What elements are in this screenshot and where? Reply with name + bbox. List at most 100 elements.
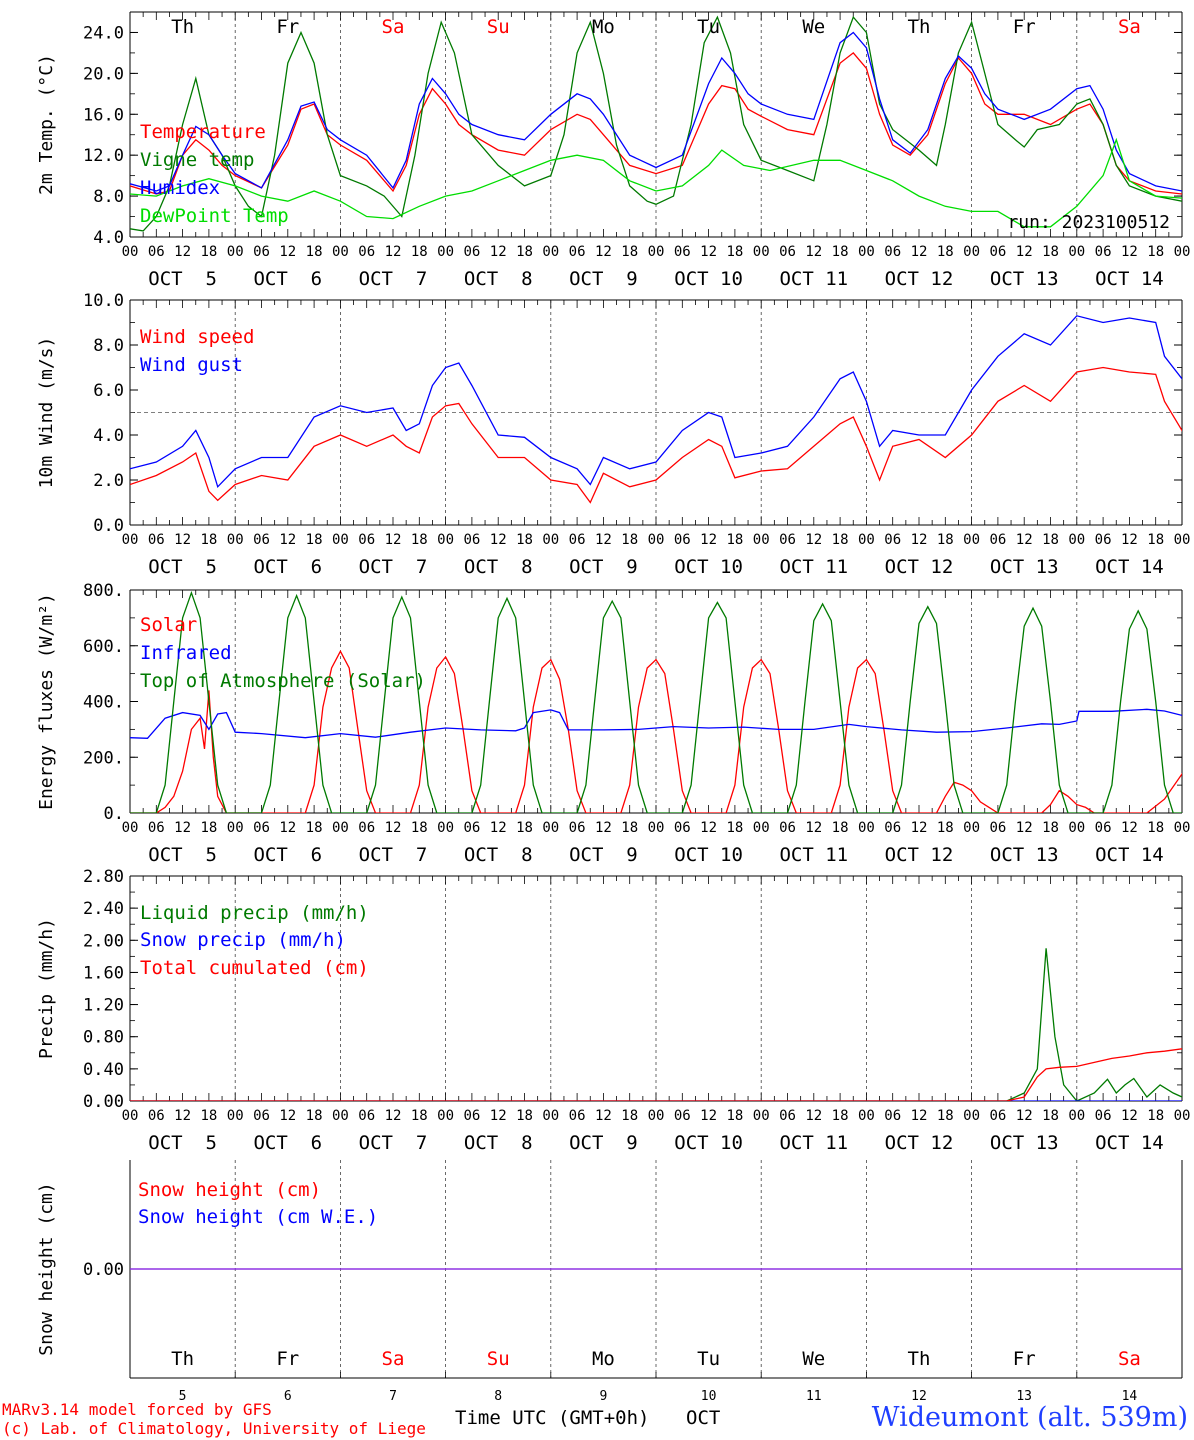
hour-tick-label: 18 <box>200 244 217 260</box>
hour-tick-label: 00 <box>858 1108 875 1124</box>
day-number: 7 <box>389 1389 397 1404</box>
hour-tick-label: 18 <box>1147 532 1164 548</box>
day-label: OCT 14 <box>1095 1132 1164 1154</box>
hour-tick-label: 06 <box>989 820 1006 836</box>
y-tick-label: 24.0 <box>83 23 124 43</box>
hour-tick-label: 18 <box>516 820 533 836</box>
hour-tick-label: 12 <box>490 532 507 548</box>
hour-tick-label: 00 <box>963 1108 980 1124</box>
hour-tick-label: 00 <box>332 244 349 260</box>
legend-entry: Solar <box>140 614 197 636</box>
hour-tick-label: 18 <box>832 1108 849 1124</box>
hour-tick-label: 18 <box>832 244 849 260</box>
day-label: OCT 8 <box>464 268 533 290</box>
hour-tick-label: 18 <box>621 244 638 260</box>
hour-tick-label: 18 <box>200 532 217 548</box>
hour-tick-label: 18 <box>200 1108 217 1124</box>
hour-tick-label: 12 <box>385 1108 402 1124</box>
series-line <box>130 366 1182 504</box>
weekday-label: We <box>802 1348 825 1370</box>
hour-tick-label: 06 <box>674 244 691 260</box>
hour-tick-label: 12 <box>279 244 296 260</box>
hour-tick-label: 00 <box>437 1108 454 1124</box>
hour-tick-label: 18 <box>726 244 743 260</box>
day-label: OCT 11 <box>779 844 848 866</box>
hour-tick-label: 12 <box>595 532 612 548</box>
hour-tick-label: 06 <box>253 1108 270 1124</box>
hour-tick-label: 00 <box>753 1108 770 1124</box>
hour-tick-label: 12 <box>595 1108 612 1124</box>
panel-1: 4.0 8.0 12.0 16.0 20.0 24.0 2m Temp. (°C) Tempe… <box>36 11 1190 290</box>
y-tick-label: 1.60 <box>83 963 124 983</box>
series-group <box>130 15 1182 232</box>
hour-tick-label: 18 <box>306 820 323 836</box>
hour-tick-label: 00 <box>437 820 454 836</box>
day-label: OCT 8 <box>464 844 533 866</box>
hour-tick-label: 00 <box>227 244 244 260</box>
y-tick-label: 2.0 <box>93 471 124 491</box>
hour-tick-label: 12 <box>279 532 296 548</box>
hour-tick-label: 00 <box>227 532 244 548</box>
hour-tick-label: 12 <box>1016 820 1033 836</box>
day-label: OCT 7 <box>359 268 428 290</box>
y-tick-label: 0.00 <box>83 1092 124 1112</box>
hour-tick-label: 06 <box>569 244 586 260</box>
day-label: OCT 9 <box>569 1132 638 1154</box>
weekday-label: Fr <box>1013 16 1036 38</box>
y-tick-label: 0.80 <box>83 1028 124 1048</box>
weekday-label: Fr <box>276 16 299 38</box>
hour-tick-label: 12 <box>700 820 717 836</box>
panel-3: 0. 200. 400. 600. 800. Energy fluxes (W/m²) So… <box>36 581 1190 866</box>
day-number: 10 <box>701 1389 717 1404</box>
hour-tick-label: 12 <box>174 820 191 836</box>
panel-5: 0.00 Snow height (cm) Snow height (cm) Snow… <box>36 1160 1183 1379</box>
panels: 4.0 8.0 12.0 16.0 20.0 24.0 2m Temp. (°C) Tempe… <box>36 11 1190 1404</box>
legend-entry: Liquid precip (mm/h) <box>140 902 369 924</box>
hour-tick-label: 06 <box>148 532 165 548</box>
day-label: OCT 11 <box>779 1132 848 1154</box>
hour-tick-label: 06 <box>884 244 901 260</box>
legend-entry: DewPoint Temp <box>140 205 289 227</box>
hour-tick-label: 12 <box>1121 244 1138 260</box>
model-credit: MARv3.14 model forced by GFS <box>2 1400 272 1419</box>
hour-tick-label: 06 <box>358 820 375 836</box>
day-label: OCT 7 <box>359 556 428 578</box>
y-tick-label: 12.0 <box>83 146 124 166</box>
y-tick-label: 2.40 <box>83 899 124 919</box>
y-tick-label: 600. <box>83 637 124 657</box>
hour-tick-label: 12 <box>385 532 402 548</box>
hour-tick-label: 12 <box>595 244 612 260</box>
hour-tick-label: 18 <box>832 820 849 836</box>
y-tick-label: 8.0 <box>93 336 124 356</box>
series-group <box>130 948 1182 1101</box>
hour-tick-label: 18 <box>832 532 849 548</box>
hour-tick-label: 06 <box>569 1108 586 1124</box>
hour-tick-label: 00 <box>332 820 349 836</box>
hour-tick-label: 00 <box>332 1108 349 1124</box>
hour-tick-label: 12 <box>1121 820 1138 836</box>
hour-tick-label: 18 <box>516 532 533 548</box>
hour-tick-label: 18 <box>937 820 954 836</box>
hour-tick-label: 00 <box>648 1108 665 1124</box>
day-label: OCT 14 <box>1095 268 1164 290</box>
hour-tick-label: 00 <box>1068 532 1085 548</box>
time-axis-label: Time UTC (GMT+0h) <box>455 1407 649 1429</box>
series-line <box>130 708 1182 739</box>
y-tick-label: 8.0 <box>93 187 124 207</box>
series-line <box>130 137 1182 228</box>
hour-tick-label: 00 <box>858 244 875 260</box>
hour-tick-label: 18 <box>726 532 743 548</box>
day-label: OCT 14 <box>1095 844 1164 866</box>
day-number: 14 <box>1122 1389 1138 1404</box>
legend-entry: Humidex <box>140 177 220 199</box>
hour-tick-label: 00 <box>648 820 665 836</box>
hour-tick-label: 18 <box>1147 244 1164 260</box>
hour-tick-label: 12 <box>1121 532 1138 548</box>
hour-tick-label: 12 <box>805 820 822 836</box>
weekday-label: We <box>802 16 825 38</box>
series-line <box>130 15 1182 232</box>
day-label: OCT 10 <box>674 556 743 578</box>
y-tick-label: 0.40 <box>83 1060 124 1080</box>
hour-tick-label: 00 <box>648 532 665 548</box>
